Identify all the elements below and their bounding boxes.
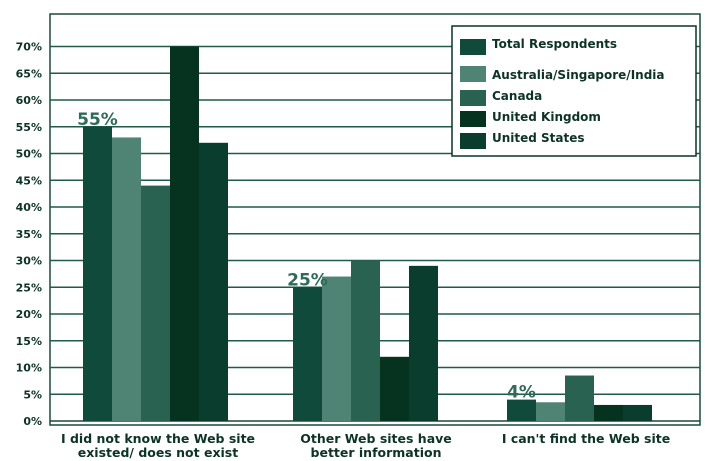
bar-united-kingdom-3 xyxy=(594,404,623,421)
y-tick-label: 25% xyxy=(16,281,42,294)
y-tick-label: 20% xyxy=(16,308,42,321)
legend-label-australia-singapore-india: Australia/Singapore/India xyxy=(492,68,665,82)
legend-swatch-canada xyxy=(460,90,486,106)
bar-united-kingdom-1 xyxy=(170,46,199,421)
y-tick-label: 45% xyxy=(16,174,42,187)
y-tick-label: 65% xyxy=(16,67,42,80)
bar-united-states-3 xyxy=(623,404,652,421)
legend-label-canada: Canada xyxy=(492,89,542,103)
bar-canada-1 xyxy=(141,185,170,421)
bar-united-kingdom-2 xyxy=(380,356,409,421)
bar-total-respondents-2 xyxy=(293,287,322,421)
y-tick-label: 70% xyxy=(16,41,42,54)
bar-australia-singapore-india-3 xyxy=(536,402,565,421)
bar-united-states-1 xyxy=(199,142,228,422)
y-tick-label: 40% xyxy=(16,201,42,214)
y-tick-label: 15% xyxy=(16,335,42,348)
y-tick-label: 60% xyxy=(16,94,42,107)
legend-label-united-states: United States xyxy=(492,131,585,145)
category-label: Other Web sites have xyxy=(300,431,452,446)
legend-swatch-united-states xyxy=(460,133,486,149)
data-label: 55% xyxy=(77,110,118,130)
y-tick-label: 5% xyxy=(23,388,42,401)
y-tick-label: 10% xyxy=(16,362,42,375)
y-tick-label: 30% xyxy=(16,255,42,268)
y-tick-label: 0% xyxy=(23,415,42,428)
legend-label-united-kingdom: United Kingdom xyxy=(492,110,601,124)
bar-united-states-2 xyxy=(409,265,438,421)
bar-canada-2 xyxy=(351,260,380,421)
bar-australia-singapore-india-1 xyxy=(112,137,141,421)
bar-total-respondents-1 xyxy=(83,126,112,421)
y-tick-label: 35% xyxy=(16,228,42,241)
data-label: 25% xyxy=(287,270,328,290)
legend-box xyxy=(451,25,697,157)
data-label: 4% xyxy=(507,383,536,403)
legend-swatch-total-respondents xyxy=(460,39,486,55)
category-label: better information xyxy=(311,445,442,460)
bar-total-respondents-3 xyxy=(507,399,536,421)
y-tick-label: 50% xyxy=(16,148,42,161)
legend-swatch-australia-singapore-india xyxy=(460,66,486,82)
y-tick-label: 55% xyxy=(16,121,42,134)
category-label: I did not know the Web site xyxy=(61,431,255,446)
bar-canada-3 xyxy=(565,375,594,421)
bar-australia-singapore-india-2 xyxy=(322,276,351,421)
category-label: I can't find the Web site xyxy=(502,431,670,446)
legend-label-total-respondents: Total Respondents xyxy=(492,37,617,51)
category-label: existed/ does not exist xyxy=(78,445,238,460)
legend-swatch-united-kingdom xyxy=(460,111,486,127)
